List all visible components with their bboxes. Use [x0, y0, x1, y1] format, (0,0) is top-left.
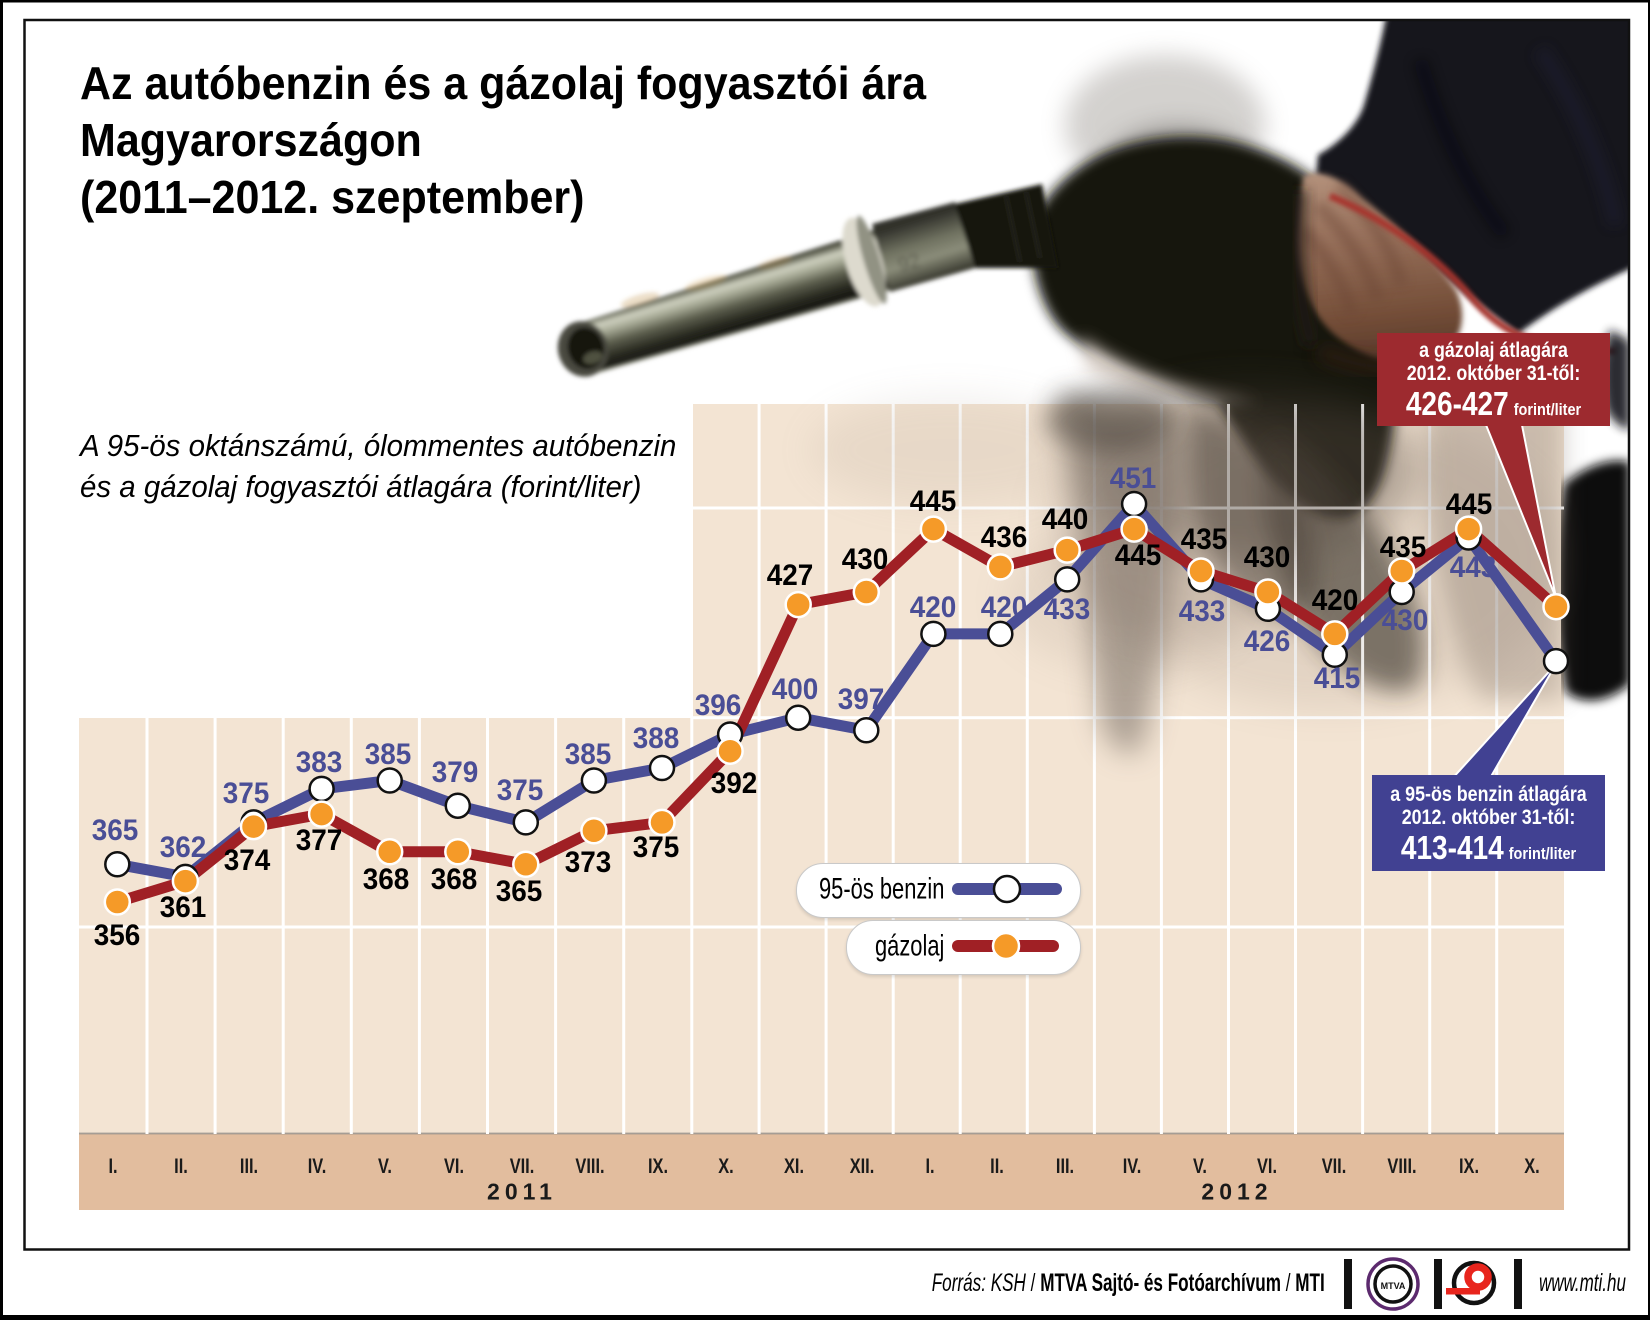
- svg-text:MTVA: MTVA: [1381, 1281, 1406, 1291]
